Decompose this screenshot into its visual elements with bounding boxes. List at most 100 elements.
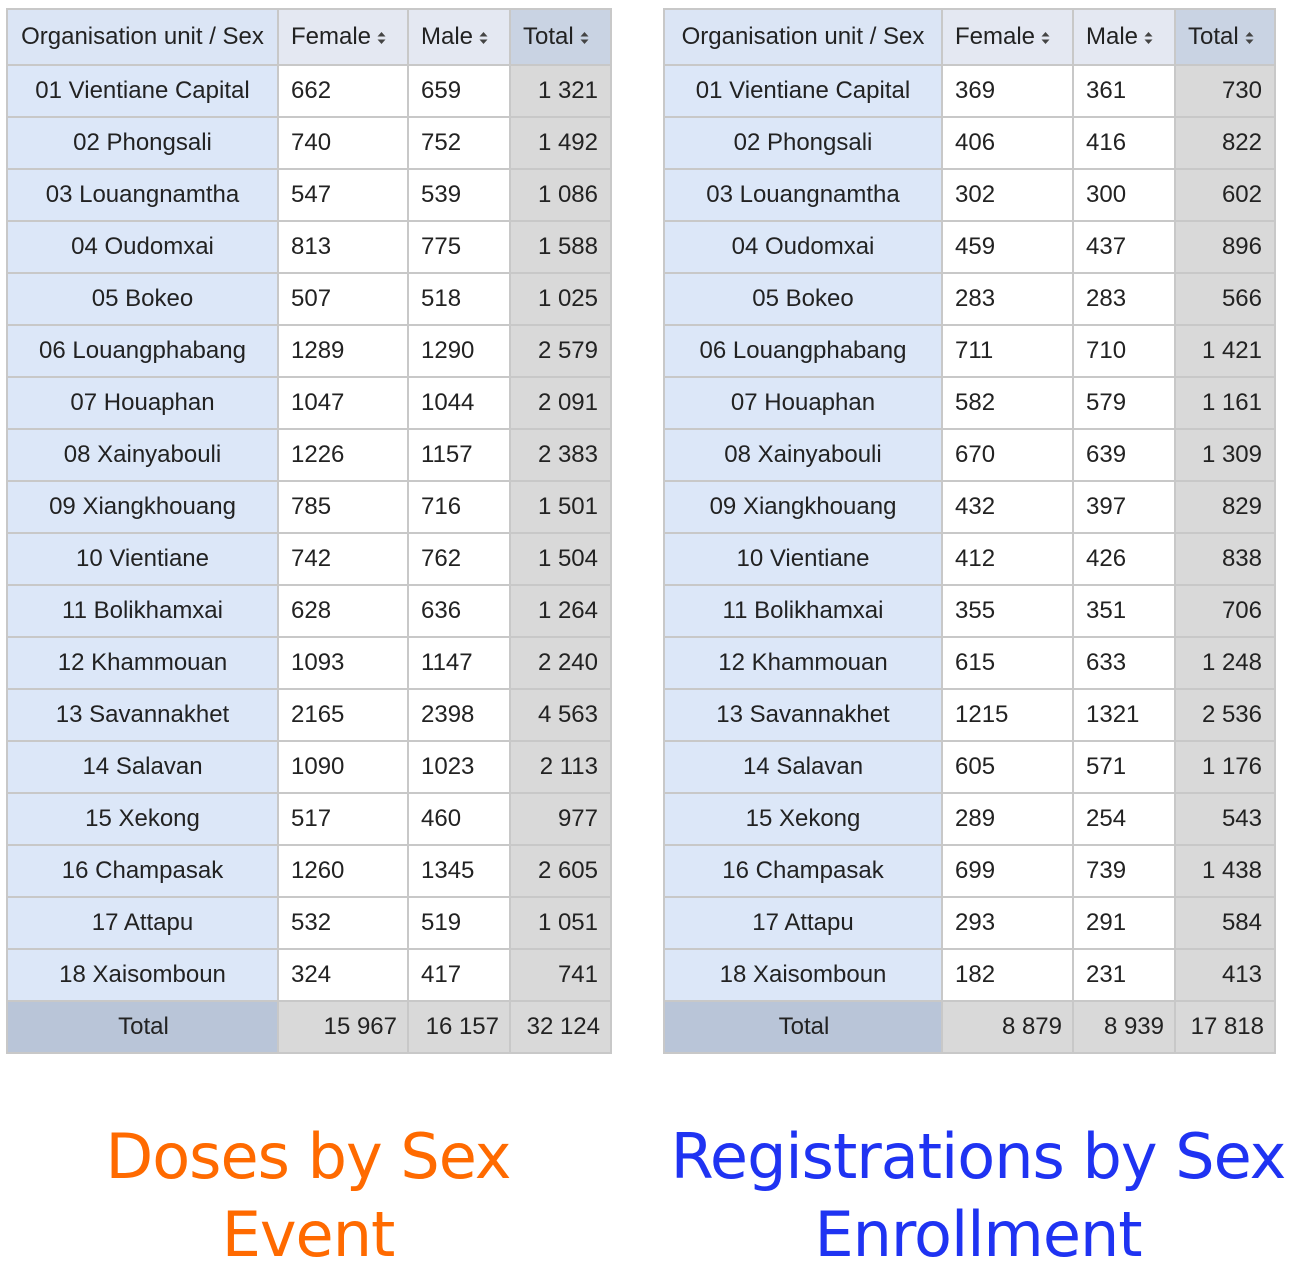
sort-updown-icon[interactable] <box>1245 31 1254 45</box>
male-cell: 291 <box>1072 896 1176 950</box>
org-unit-cell: 15 Xekong <box>663 792 943 846</box>
total-cell: 4 563 <box>509 688 612 742</box>
female-cell: 355 <box>941 584 1074 638</box>
female-cell: 662 <box>277 64 409 118</box>
total-cell: 730 <box>1174 64 1276 118</box>
female-column-header[interactable]: Female <box>941 8 1074 66</box>
org-unit-cell: 08 Xainyabouli <box>6 428 279 482</box>
female-cell: 412 <box>941 532 1074 586</box>
male-cell: 1345 <box>407 844 511 898</box>
total-column-header[interactable]: Total <box>1174 8 1276 66</box>
male-cell: 539 <box>407 168 511 222</box>
female-cell: 1289 <box>277 324 409 378</box>
male-cell: 437 <box>1072 220 1176 274</box>
org-unit-cell: 12 Khammouan <box>6 636 279 690</box>
org-unit-header: Organisation unit / Sex <box>663 8 943 66</box>
table-row: 17 Attapu 293 291 584 <box>663 896 1276 950</box>
table-row: 16 Champasak 699 739 1 438 <box>663 844 1276 898</box>
male-cell: 1044 <box>407 376 511 430</box>
org-unit-header: Organisation unit / Sex <box>6 8 279 66</box>
male-cell: 518 <box>407 272 511 326</box>
registrations-caption: Registrations by Sex Enrollment <box>660 1118 1296 1274</box>
male-cell: 571 <box>1072 740 1176 794</box>
org-unit-cell: 05 Bokeo <box>663 272 943 326</box>
total-cell: 1 492 <box>509 116 612 170</box>
grand-total-male: 16 157 <box>407 1000 511 1054</box>
grand-total-row: Total 15 967 16 157 32 124 <box>6 1000 612 1054</box>
table-row: 09 Xiangkhouang 432 397 829 <box>663 480 1276 534</box>
grand-total-total: 17 818 <box>1174 1000 1276 1054</box>
female-cell: 1260 <box>277 844 409 898</box>
doses-table-panel: Organisation unit / Sex Female Male Tota… <box>6 8 612 1054</box>
female-cell: 532 <box>277 896 409 950</box>
total-cell: 977 <box>509 792 612 846</box>
table-row: 03 Louangnamtha 302 300 602 <box>663 168 1276 222</box>
registrations-pivot-table: Organisation unit / Sex Female Male Tota… <box>663 8 1276 1054</box>
male-cell: 2398 <box>407 688 511 742</box>
female-cell: 2165 <box>277 688 409 742</box>
female-header-label: Female <box>955 23 1036 50</box>
total-cell: 543 <box>1174 792 1276 846</box>
registrations-table-panel: Organisation unit / Sex Female Male Tota… <box>663 8 1276 1054</box>
registrations-caption-line1: Registrations by Sex <box>670 1120 1287 1193</box>
table-row: 18 Xaisomboun 324 417 741 <box>6 948 612 1002</box>
male-cell: 460 <box>407 792 511 846</box>
registrations-caption-line2: Enrollment <box>814 1198 1142 1271</box>
female-cell: 699 <box>941 844 1074 898</box>
female-cell: 582 <box>941 376 1074 430</box>
table-row: 11 Bolikhamxai 628 636 1 264 <box>6 584 612 638</box>
grand-total-label: Total <box>6 1000 279 1054</box>
sort-updown-icon[interactable] <box>1041 31 1050 45</box>
total-cell: 706 <box>1174 584 1276 638</box>
male-cell: 633 <box>1072 636 1176 690</box>
male-cell: 716 <box>407 480 511 534</box>
header-row: Organisation unit / Sex Female Male Tota… <box>663 8 1276 66</box>
sort-updown-icon[interactable] <box>479 31 488 45</box>
male-cell: 659 <box>407 64 511 118</box>
female-cell: 742 <box>277 532 409 586</box>
female-cell: 302 <box>941 168 1074 222</box>
table-row: 07 Houaphan 1047 1044 2 091 <box>6 376 612 430</box>
male-cell: 579 <box>1072 376 1176 430</box>
female-column-header[interactable]: Female <box>277 8 409 66</box>
org-unit-cell: 09 Xiangkhouang <box>663 480 943 534</box>
sort-updown-icon[interactable] <box>580 31 589 45</box>
org-unit-cell: 04 Oudomxai <box>6 220 279 274</box>
grand-total-row: Total 8 879 8 939 17 818 <box>663 1000 1276 1054</box>
total-cell: 1 588 <box>509 220 612 274</box>
male-cell: 762 <box>407 532 511 586</box>
total-cell: 2 240 <box>509 636 612 690</box>
total-header-label: Total <box>523 23 574 50</box>
total-cell: 602 <box>1174 168 1276 222</box>
table-row: 04 Oudomxai 813 775 1 588 <box>6 220 612 274</box>
table-row: 04 Oudomxai 459 437 896 <box>663 220 1276 274</box>
female-cell: 324 <box>277 948 409 1002</box>
table-row: 02 Phongsali 406 416 822 <box>663 116 1276 170</box>
total-column-header[interactable]: Total <box>509 8 612 66</box>
sort-updown-icon[interactable] <box>377 31 386 45</box>
org-unit-cell: 08 Xainyabouli <box>663 428 943 482</box>
total-cell: 1 025 <box>509 272 612 326</box>
grand-total-female: 8 879 <box>941 1000 1074 1054</box>
org-unit-cell: 16 Champasak <box>6 844 279 898</box>
female-cell: 1215 <box>941 688 1074 742</box>
male-cell: 636 <box>407 584 511 638</box>
male-column-header[interactable]: Male <box>1072 8 1176 66</box>
male-cell: 1157 <box>407 428 511 482</box>
org-unit-cell: 13 Savannakhet <box>6 688 279 742</box>
table-row: 13 Savannakhet 2165 2398 4 563 <box>6 688 612 742</box>
org-unit-cell: 11 Bolikhamxai <box>663 584 943 638</box>
total-cell: 2 605 <box>509 844 612 898</box>
male-column-header[interactable]: Male <box>407 8 511 66</box>
org-unit-cell: 12 Khammouan <box>663 636 943 690</box>
female-cell: 670 <box>941 428 1074 482</box>
total-cell: 741 <box>509 948 612 1002</box>
male-cell: 519 <box>407 896 511 950</box>
org-unit-cell: 01 Vientiane Capital <box>663 64 943 118</box>
doses-pivot-table: Organisation unit / Sex Female Male Tota… <box>6 8 612 1054</box>
male-cell: 752 <box>407 116 511 170</box>
total-cell: 822 <box>1174 116 1276 170</box>
male-cell: 397 <box>1072 480 1176 534</box>
sort-updown-icon[interactable] <box>1144 31 1153 45</box>
female-cell: 507 <box>277 272 409 326</box>
